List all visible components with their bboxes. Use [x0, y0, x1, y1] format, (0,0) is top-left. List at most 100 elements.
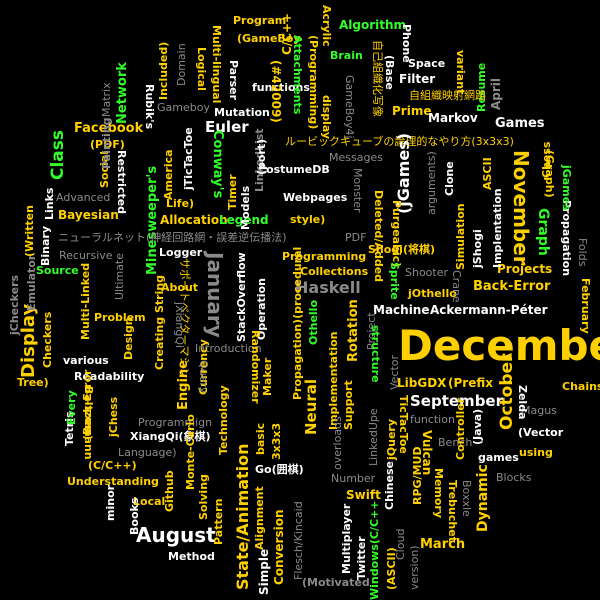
word: Go(囲棋)	[255, 463, 304, 476]
word: Zelda	[516, 385, 529, 420]
word: Euler	[205, 118, 249, 136]
word: jShogi	[471, 229, 484, 268]
word: Phone	[400, 24, 413, 63]
word: Purgeabic)	[390, 200, 403, 268]
word: September	[410, 392, 503, 410]
word: minor	[104, 484, 117, 521]
word: Class	[48, 129, 68, 180]
word: Randomizer	[249, 330, 262, 404]
word: jQuery	[385, 418, 398, 460]
word: (C/C++)	[88, 459, 137, 472]
word: April	[489, 77, 503, 110]
word: version)	[408, 545, 421, 590]
word: Vector	[388, 354, 401, 390]
word: Advanced	[56, 191, 111, 204]
word: (Motivated	[302, 576, 370, 589]
word: Number	[331, 472, 376, 485]
word: Display	[18, 303, 39, 378]
word: Tree)	[17, 376, 49, 389]
word: Brain	[330, 49, 363, 62]
word: Logical	[195, 47, 208, 91]
word: Multiplayer	[340, 503, 353, 574]
word: Recursive	[59, 249, 113, 262]
word: jCheckers	[8, 274, 21, 335]
word: 自己組織化写像	[371, 40, 384, 117]
word: jChess	[107, 396, 120, 437]
word: Checkers	[41, 311, 54, 368]
word: (Java)	[471, 408, 484, 445]
word: Simulation	[454, 203, 467, 270]
word: Space	[408, 57, 446, 70]
word: America	[162, 149, 175, 200]
word: ニューラルネット(神経回路網・誤差逆伝播法)	[58, 231, 287, 244]
word: 自組織映射網路	[409, 89, 486, 102]
word: jXiangQi	[173, 302, 186, 349]
word: Messages	[329, 151, 383, 164]
word: (Programming)	[307, 35, 320, 130]
word: Included)	[157, 41, 170, 100]
word: jTicTacToe	[182, 127, 195, 190]
word: Every	[65, 390, 78, 425]
word: Logger	[159, 246, 203, 259]
word: Trebuchet	[446, 480, 459, 542]
word: Network	[115, 62, 130, 124]
word: Markov	[428, 111, 478, 125]
word: Ackermann-Péter	[430, 303, 548, 317]
word: Maker	[261, 357, 274, 396]
word: Multi-Linked	[79, 262, 92, 340]
word: Emulator	[25, 254, 38, 311]
word: Acrylic	[320, 5, 333, 47]
word: Sprite	[388, 262, 401, 300]
word: Othello	[307, 300, 320, 345]
word: Understanding	[67, 475, 159, 488]
word: Shogi(将棋)	[368, 243, 436, 256]
word: Neural	[302, 378, 320, 435]
word: Rotation	[346, 299, 361, 362]
word: (Graph)	[543, 150, 556, 198]
word: Simple	[257, 548, 271, 595]
word: Deleted/Added	[372, 190, 385, 283]
word: Technology	[217, 385, 230, 455]
word: Timer	[226, 174, 239, 210]
word: Webpages	[283, 191, 348, 204]
word: Cloud	[394, 528, 407, 560]
word: Readability	[74, 370, 145, 383]
word: January	[203, 252, 227, 338]
word: Models	[239, 185, 252, 230]
word: Monster	[351, 168, 364, 213]
word: Monte-Carlo	[184, 414, 197, 490]
word: Method	[168, 550, 215, 563]
word: TicTacToe	[397, 395, 410, 454]
word: Filter	[399, 72, 436, 86]
word: Memory	[432, 468, 445, 519]
word: Flesch/Kincaid	[292, 501, 305, 580]
word: Algorithm	[339, 18, 407, 32]
word: PDF	[345, 231, 367, 244]
word: XiangQi(象棋)	[130, 430, 211, 443]
word: Controller	[454, 397, 467, 460]
word: GameBoy4j	[343, 75, 356, 139]
word: ASCII	[481, 157, 494, 190]
word: (#42009)	[269, 60, 283, 123]
word: Pattern	[212, 498, 225, 545]
word: March	[420, 537, 466, 552]
word: Propagation)(procedural	[291, 246, 304, 400]
word: (PDF)	[90, 138, 125, 151]
word: Design	[122, 317, 135, 360]
word: Programming	[282, 250, 367, 263]
word: LinkedUpe	[367, 408, 380, 466]
word: Resume	[475, 62, 488, 112]
word: Engine	[176, 360, 191, 410]
word: arguments)	[425, 151, 438, 215]
word: About	[161, 281, 199, 294]
word: Attachments	[291, 35, 304, 115]
word: Swift	[346, 488, 381, 502]
word: functions	[252, 81, 310, 94]
word: games	[478, 451, 519, 464]
word: Mutation	[214, 106, 270, 119]
word: Local	[133, 495, 166, 508]
word: variant	[454, 50, 467, 95]
word: (Vector	[518, 426, 564, 439]
word: Gameboy	[157, 101, 210, 114]
